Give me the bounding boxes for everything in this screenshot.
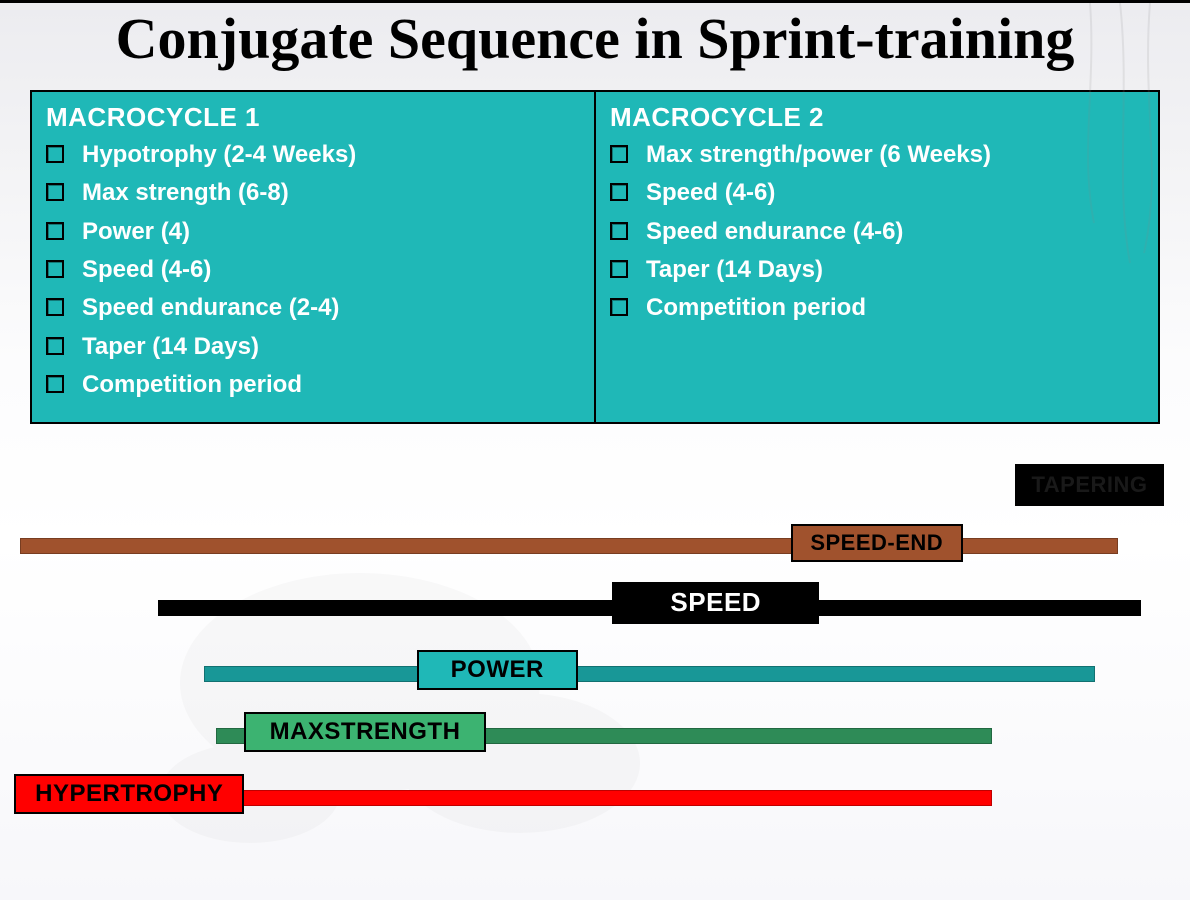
macrocycle-2-item-label: Taper (14 Days) [646, 254, 823, 286]
macrocycle-2-item: Speed (4-6) [610, 177, 1144, 209]
macrocycle-1-item: Speed (4-6) [46, 254, 580, 286]
macrocycle-2-item: Max strength/power (6 Weeks) [610, 139, 1144, 171]
macrocycle-2-item-label: Competition period [646, 292, 866, 324]
power-bar [204, 666, 1095, 682]
macrocycle-1-item: Max strength (6-8) [46, 177, 580, 209]
macrocycle-1-item: Competition period [46, 369, 580, 401]
macrocycle-1-heading: MACROCYCLE 1 [46, 102, 580, 133]
macrocycle-table: MACROCYCLE 1 Hypotrophy (2-4 Weeks) Max s… [30, 90, 1160, 424]
macrocycle-1-item-label: Power (4) [82, 216, 190, 248]
macrocycle-2-column: MACROCYCLE 2 Max strength/power (6 Weeks… [594, 92, 1158, 422]
speed-label: SPEED [612, 582, 819, 624]
macrocycle-1-item-label: Hypotrophy (2-4 Weeks) [82, 139, 356, 171]
bullet-icon [46, 145, 64, 163]
macrocycle-1-item: Hypotrophy (2-4 Weeks) [46, 139, 580, 171]
bullet-icon [46, 298, 64, 316]
macrocycle-1-item-label: Competition period [82, 369, 302, 401]
hypertrophy-label: HYPERTROPHY [14, 774, 244, 814]
macrocycle-2-list: Max strength/power (6 Weeks) Speed (4-6) S… [610, 139, 1144, 325]
macrocycle-1-column: MACROCYCLE 1 Hypotrophy (2-4 Weeks) Max s… [32, 92, 594, 422]
bullet-icon [46, 337, 64, 355]
timeline-chart: TAPERINGSPEED-ENDSPEEDPOWERMAXSTRENGTHHY… [20, 464, 1170, 834]
macrocycle-1-item: Speed endurance (2-4) [46, 292, 580, 324]
macrocycle-1-item-label: Speed (4-6) [82, 254, 211, 286]
power-label: POWER [417, 650, 578, 690]
bullet-icon [610, 145, 628, 163]
macrocycle-2-item: Competition period [610, 292, 1144, 324]
bullet-icon [610, 222, 628, 240]
macrocycle-1-item-label: Speed endurance (2-4) [82, 292, 339, 324]
bullet-icon [46, 260, 64, 278]
macrocycle-2-item: Speed endurance (4-6) [610, 216, 1144, 248]
bullet-icon [46, 375, 64, 393]
bullet-icon [46, 222, 64, 240]
macrocycle-2-item-label: Speed (4-6) [646, 177, 775, 209]
bullet-icon [610, 260, 628, 278]
macrocycle-2-item: Taper (14 Days) [610, 254, 1144, 286]
bullet-icon [46, 183, 64, 201]
macrocycle-2-item-label: Max strength/power (6 Weeks) [646, 139, 991, 171]
macrocycle-2-item-label: Speed endurance (4-6) [646, 216, 903, 248]
macrocycle-1-item-label: Taper (14 Days) [82, 331, 259, 363]
slide-title: Conjugate Sequence in Sprint-training [0, 3, 1190, 80]
bullet-icon [610, 298, 628, 316]
macrocycle-1-item-label: Max strength (6-8) [82, 177, 289, 209]
macrocycle-1-list: Hypotrophy (2-4 Weeks) Max strength (6-8)… [46, 139, 580, 402]
slide-root: Conjugate Sequence in Sprint-training MA… [0, 0, 1190, 900]
macrocycle-2-heading: MACROCYCLE 2 [610, 102, 1144, 133]
speed-end-label: SPEED-END [791, 524, 964, 562]
bullet-icon [610, 183, 628, 201]
macrocycle-1-item: Power (4) [46, 216, 580, 248]
maxstrength-label: MAXSTRENGTH [244, 712, 486, 752]
tapering-label: TAPERING [1015, 464, 1165, 506]
macrocycle-1-item: Taper (14 Days) [46, 331, 580, 363]
